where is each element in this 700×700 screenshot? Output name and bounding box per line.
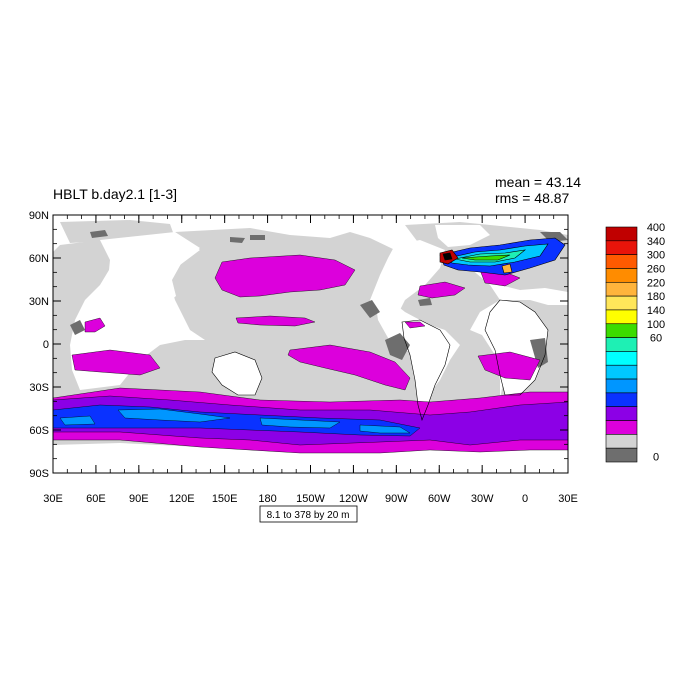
x-tick-label: 150E [212, 493, 238, 505]
colorbar-label: 140 [647, 305, 665, 317]
x-tick-label: 0 [522, 493, 528, 505]
colorbar-label: 0 [653, 451, 659, 463]
colorbar-label: 60 [650, 333, 662, 345]
contour-info: 8.1 to 378 by 20 m [267, 510, 350, 521]
y-tick-label: 0 [43, 339, 49, 351]
colorbar-box [605, 378, 638, 394]
colorbar-box [605, 406, 638, 421]
coastlines [211, 299, 549, 421]
x-tick-label: 30E [558, 493, 578, 505]
colorbar-label: 220 [647, 277, 665, 289]
x-tick-label: 30W [471, 493, 494, 505]
x-tick-label: 90W [385, 493, 408, 505]
colorbar-label: 400 [647, 222, 665, 234]
colorbar-box [605, 240, 638, 255]
contour-info-box [259, 505, 358, 523]
x-tick-label: 180 [258, 493, 276, 505]
y-tick-label: 30N [29, 296, 49, 308]
colorbar-box [605, 309, 638, 325]
map-field [53, 220, 568, 473]
x-tick-label: 60W [428, 493, 451, 505]
colorbar-box [605, 420, 638, 435]
colorbar-label: 180 [647, 291, 665, 303]
colorbar-box [605, 268, 638, 283]
y-tick-label: 60N [29, 253, 49, 265]
mean-stat: mean = 43.14 [495, 174, 582, 190]
colorbar-box [605, 434, 638, 449]
x-tick-label: 30E [43, 493, 63, 505]
high-value-hotspot [439, 237, 566, 276]
colorbar-box [605, 337, 638, 352]
x-tick-label: 120W [339, 493, 368, 505]
colorbar-label: 260 [647, 263, 665, 275]
stats-block: mean = 43.14 rms = 48.87 [495, 174, 581, 206]
colorbar-box [605, 323, 638, 338]
x-tick-label: 120E [169, 493, 195, 505]
dark-regions [53, 230, 568, 425]
colorbar-box [605, 254, 638, 269]
colorbar-box [605, 281, 638, 297]
colorbar-label: 340 [647, 236, 665, 248]
colorbar-box [605, 392, 638, 408]
colorbar-box [605, 364, 638, 380]
rms-stat: rms = 48.87 [495, 190, 570, 206]
x-tick-label: 60E [86, 493, 106, 505]
y-tick-label: 90S [29, 468, 49, 480]
colorbar-box [605, 226, 638, 242]
x-tick-label: 150W [296, 493, 325, 505]
x-tick-label: 90E [129, 493, 149, 505]
map-title: HBLT b.day2.1 [1-3] [53, 186, 177, 202]
colorbar-box [605, 295, 638, 311]
axis-ticks: 90N 60N 30N 0 30S 60S 90S 30E 60E 90E 120E 150E 180 1… [29, 210, 578, 505]
light-blue-regions [59, 408, 411, 434]
colorbar-label: 100 [647, 319, 665, 331]
y-tick-label: 60S [29, 425, 49, 437]
colorbar-label: 300 [647, 250, 665, 262]
y-tick-label: 90N [29, 210, 49, 222]
colorbar-box [605, 351, 638, 366]
colorbar-box [605, 447, 638, 463]
y-tick-label: 30S [29, 382, 49, 394]
